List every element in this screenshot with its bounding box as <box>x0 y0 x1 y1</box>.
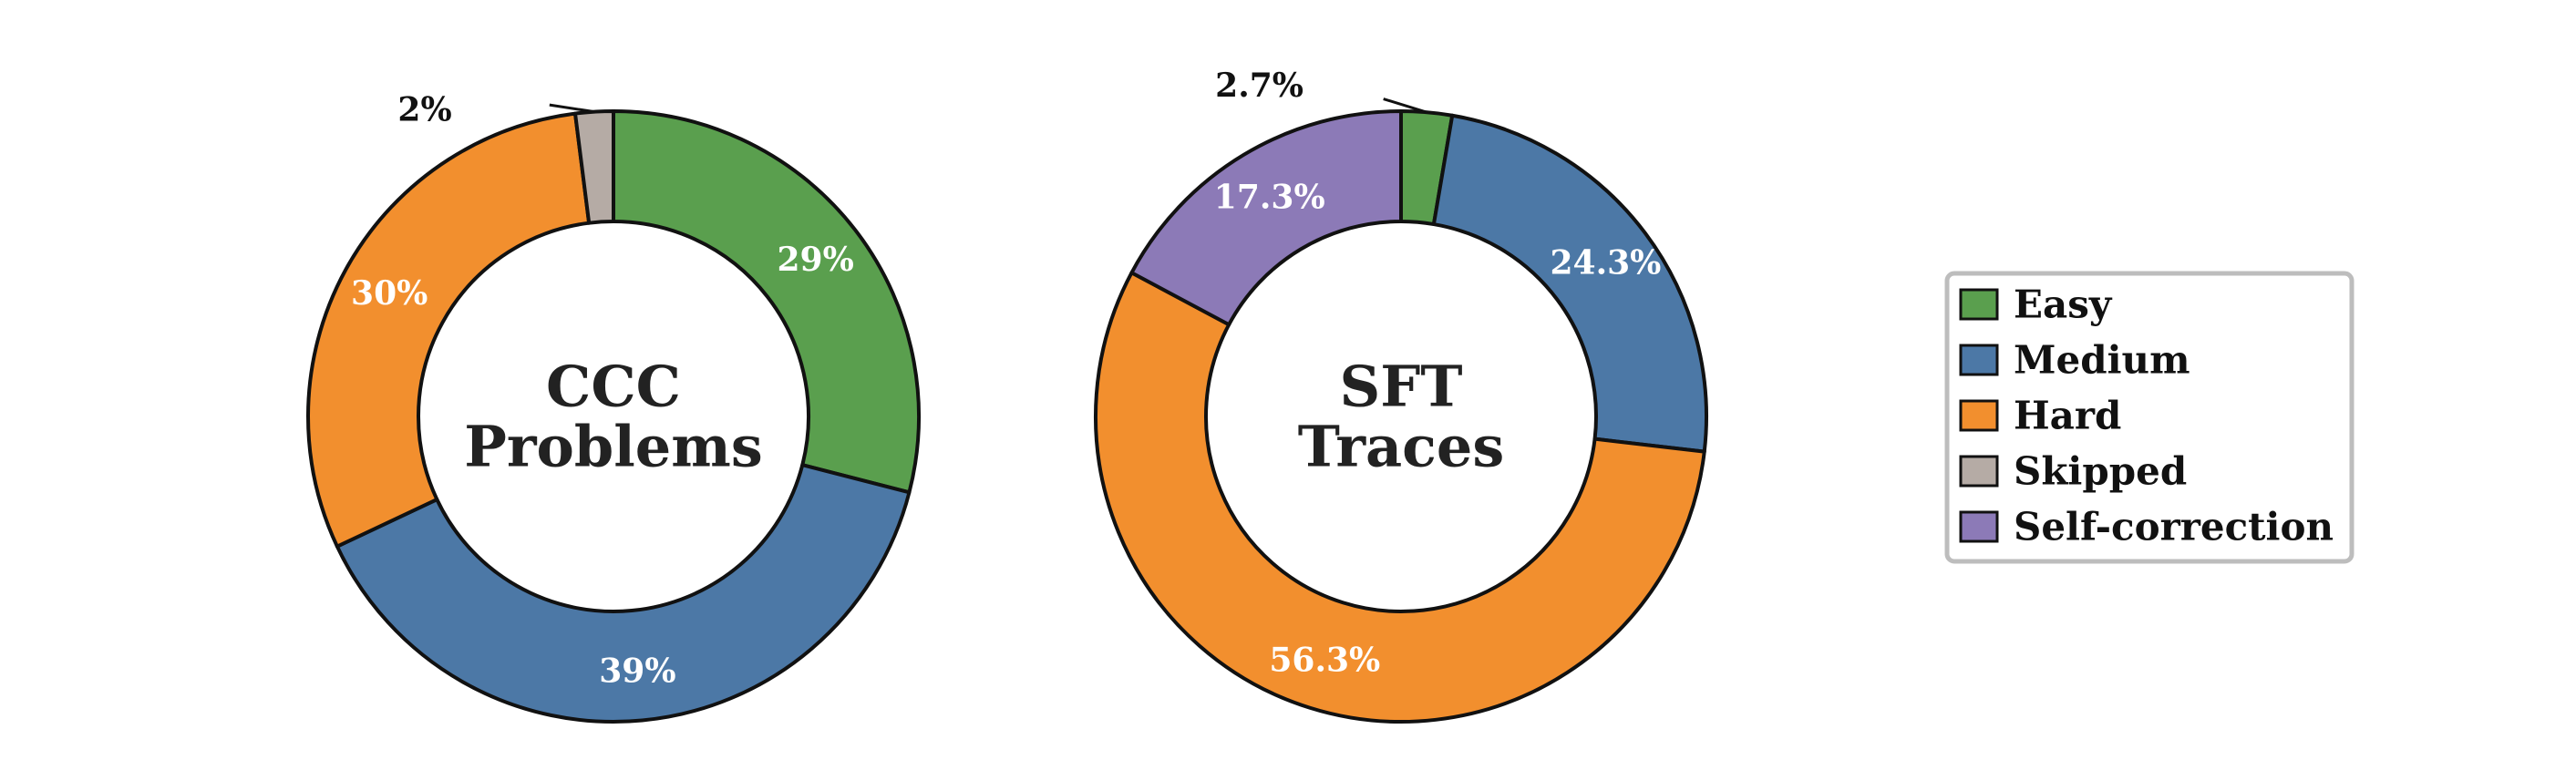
slice-label-skipped: 2% <box>397 91 451 129</box>
slices <box>1094 109 1708 724</box>
slice-skipped <box>573 109 615 225</box>
legend-label-medium: Medium <box>2014 338 2190 383</box>
legend: Easy Medium Hard Skipped Self-correction <box>1944 271 2354 564</box>
slice-medium <box>1431 113 1708 454</box>
legend-swatch-hard <box>1959 399 1999 432</box>
center-title-line-1: SFT <box>1340 354 1463 420</box>
legend-entry-easy: Easy <box>1959 282 2113 327</box>
slice-medium <box>335 463 912 724</box>
slice-self-correction <box>1129 109 1403 327</box>
legend-label-skipped: Skipped <box>2014 449 2187 494</box>
slice-label-easy: 29% <box>777 241 853 279</box>
leader-line-easy <box>1383 98 1427 114</box>
legend-swatch-medium <box>1959 344 1999 376</box>
leader-line-skipped <box>549 103 595 114</box>
slice-hard <box>1094 271 1706 724</box>
center-title-line-2: Problems <box>464 414 763 480</box>
legend-swatch-easy <box>1959 288 1999 321</box>
slice-labels: 2.7% 24.3% 56.3% 17.3% <box>1214 67 1662 680</box>
legend-entry-self-correction: Self-correction <box>1959 505 2334 549</box>
legend-label-self-correction: Self-correction <box>2014 505 2334 549</box>
slice-label-easy: 2.7% <box>1215 67 1303 105</box>
slice-easy <box>612 109 921 495</box>
legend-swatch-self-correction <box>1959 510 1999 543</box>
slice-label-hard: 56.3% <box>1269 642 1380 680</box>
slice-label-self-correction: 17.3% <box>1214 178 1325 216</box>
slices <box>306 109 921 724</box>
center-title-line-2: Traces <box>1298 414 1505 480</box>
slice-label-hard: 30% <box>351 274 428 313</box>
center-title-line-1: CCC <box>546 354 681 420</box>
legend-label-hard: Hard <box>2014 394 2121 438</box>
legend-swatch-skipped <box>1959 455 1999 488</box>
legend-entry-medium: Medium <box>1959 338 2190 383</box>
slice-labels: 29% 39% 30% 2% <box>351 91 854 691</box>
slice-label-medium: 24.3% <box>1550 244 1661 282</box>
legend-entry-skipped: Skipped <box>1959 449 2187 494</box>
legend-entry-hard: Hard <box>1959 394 2121 438</box>
legend-frame <box>1944 271 2354 564</box>
legend-label-easy: Easy <box>2014 282 2113 327</box>
slice-hard <box>306 111 592 549</box>
slice-label-medium: 39% <box>599 652 675 690</box>
